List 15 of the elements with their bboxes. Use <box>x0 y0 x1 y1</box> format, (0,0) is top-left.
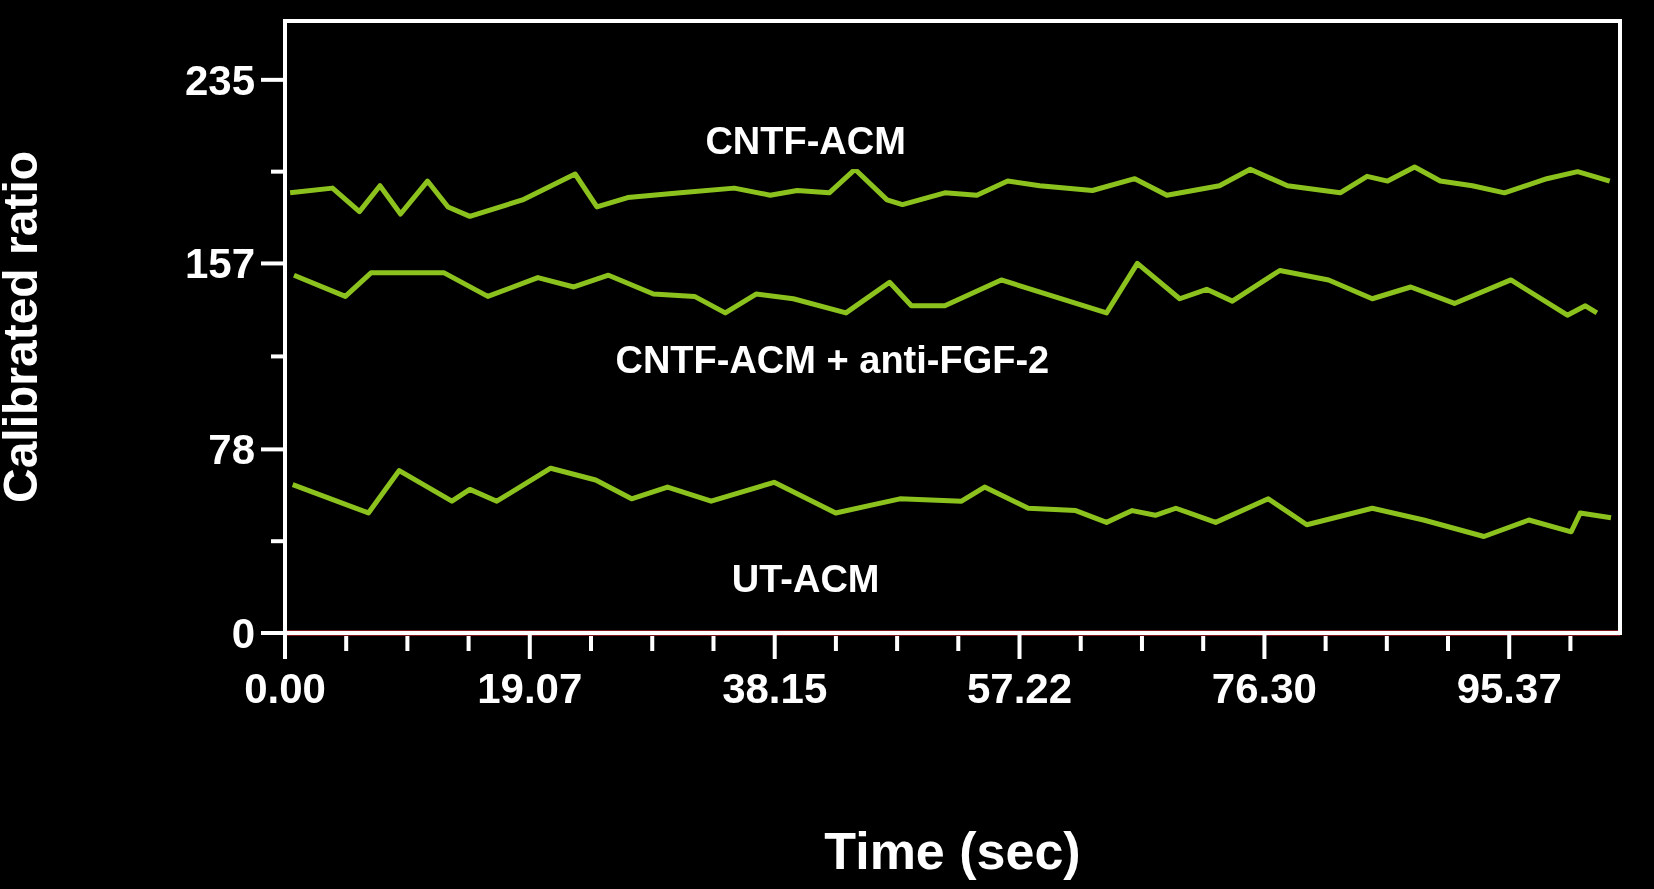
x-tick-label: 19.07 <box>477 665 583 712</box>
x-tick-label: 0.00 <box>244 665 326 712</box>
y-tick-label: 235 <box>184 56 255 104</box>
series-label: CNTF-ACM <box>705 120 906 163</box>
y-axis-title: Calibrated ratio <box>0 150 48 504</box>
x-tick-label: 76.30 <box>1211 665 1317 712</box>
series-label: CNTF-ACM + anti-FGF-2 <box>615 339 1050 382</box>
x-tick-label: 95.37 <box>1456 665 1562 712</box>
x-tick-label: 38.15 <box>722 665 828 712</box>
x-tick-label: 57.22 <box>966 665 1073 712</box>
x-axis-title: Time (sec) <box>824 822 1081 880</box>
series-label: UT-ACM <box>731 558 880 601</box>
y-tick-label: 78 <box>208 426 255 474</box>
y-tick-label: 0 <box>231 609 255 657</box>
y-tick-label: 157 <box>184 240 255 288</box>
